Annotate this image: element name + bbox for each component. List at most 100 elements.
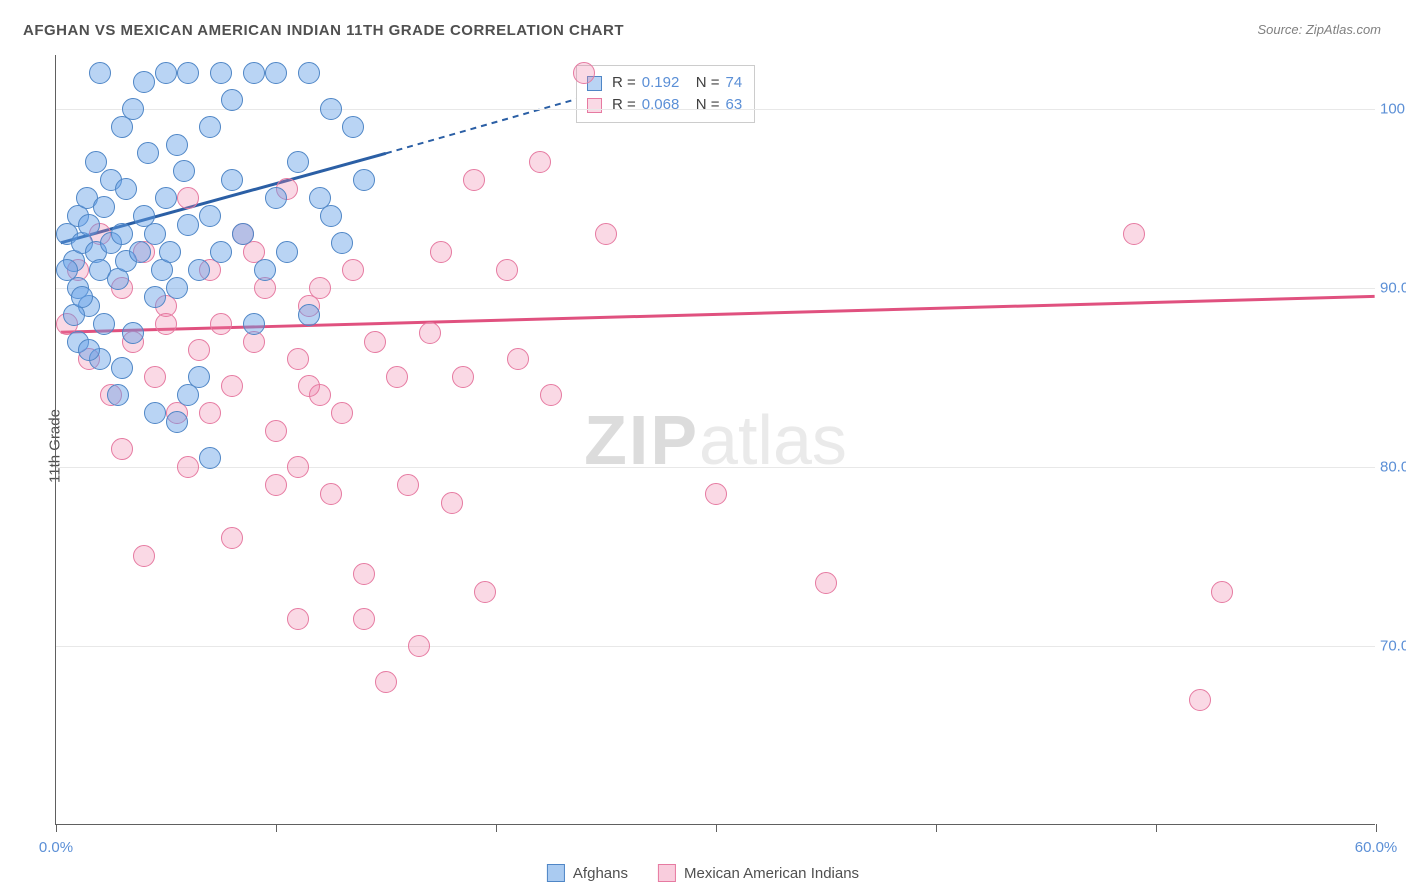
chart-title: AFGHAN VS MEXICAN AMERICAN INDIAN 11TH G… <box>23 22 624 39</box>
scatter-point-mexican <box>1189 689 1211 711</box>
scatter-point-afghan <box>155 187 177 209</box>
scatter-point-afghan <box>155 62 177 84</box>
scatter-point-afghan <box>177 214 199 236</box>
scatter-point-mexican <box>210 313 232 335</box>
x-tick <box>936 824 937 832</box>
stats-legend-row: R = 0.068 N = 63 <box>587 94 742 116</box>
scatter-point-afghan <box>71 286 93 308</box>
scatter-point-mexican <box>386 366 408 388</box>
scatter-point-afghan <box>122 98 144 120</box>
scatter-point-afghan <box>144 286 166 308</box>
y-tick-label: 100.0% <box>1380 100 1406 117</box>
scatter-point-afghan <box>232 223 254 245</box>
scatter-point-mexican <box>353 563 375 585</box>
scatter-point-afghan <box>177 62 199 84</box>
scatter-point-afghan <box>342 116 364 138</box>
scatter-point-afghan <box>243 62 265 84</box>
scatter-point-mexican <box>705 483 727 505</box>
scatter-point-afghan <box>199 205 221 227</box>
legend-swatch-icon <box>658 864 676 882</box>
scatter-point-afghan <box>221 169 243 191</box>
chart-container: AFGHAN VS MEXICAN AMERICAN INDIAN 11TH G… <box>0 0 1406 892</box>
bottom-legend: Afghans Mexican American Indians <box>547 864 859 882</box>
scatter-point-mexican <box>353 608 375 630</box>
scatter-point-mexican <box>265 474 287 496</box>
scatter-point-afghan <box>265 62 287 84</box>
scatter-point-mexican <box>155 313 177 335</box>
legend-label: Mexican American Indians <box>684 865 859 882</box>
scatter-point-afghan <box>85 151 107 173</box>
scatter-point-mexican <box>177 187 199 209</box>
scatter-point-afghan <box>166 134 188 156</box>
stats-legend-box: R = 0.192 N = 74 R = 0.068 N = 63 <box>576 65 755 123</box>
scatter-point-afghan <box>173 160 195 182</box>
plot-area: ZIPatlas R = 0.192 N = 74 R = 0.068 N = … <box>55 55 1375 825</box>
scatter-point-afghan <box>137 142 159 164</box>
scatter-point-mexican <box>188 339 210 361</box>
scatter-point-afghan <box>254 259 276 281</box>
x-tick <box>276 824 277 832</box>
scatter-point-mexican <box>298 375 320 397</box>
legend-label: Afghans <box>573 865 628 882</box>
scatter-point-afghan <box>298 62 320 84</box>
scatter-point-mexican <box>320 483 342 505</box>
r-label: R = <box>612 72 636 94</box>
scatter-point-afghan <box>188 259 210 281</box>
scatter-point-mexican <box>221 375 243 397</box>
legend-swatch-icon <box>547 864 565 882</box>
scatter-point-afghan <box>243 313 265 335</box>
scatter-point-afghan <box>78 339 100 361</box>
scatter-point-afghan <box>287 151 309 173</box>
scatter-point-mexican <box>265 420 287 442</box>
x-tick <box>496 824 497 832</box>
scatter-point-mexican <box>342 259 364 281</box>
scatter-point-mexican <box>474 581 496 603</box>
scatter-point-mexican <box>540 384 562 406</box>
source-label: Source: ZipAtlas.com <box>1257 22 1381 37</box>
r-value: 0.192 <box>642 72 690 94</box>
y-tick-label: 70.0% <box>1380 637 1406 654</box>
scatter-point-mexican <box>144 366 166 388</box>
scatter-point-mexican <box>452 366 474 388</box>
scatter-point-afghan <box>93 313 115 335</box>
r-label: R = <box>612 94 636 116</box>
scatter-point-afghan <box>166 411 188 433</box>
scatter-point-afghan <box>144 402 166 424</box>
scatter-point-afghan <box>166 277 188 299</box>
scatter-point-afghan <box>144 223 166 245</box>
scatter-point-afghan <box>133 71 155 93</box>
scatter-point-mexican <box>1211 581 1233 603</box>
scatter-point-mexican <box>199 402 221 424</box>
scatter-point-afghan <box>320 98 342 120</box>
scatter-point-mexican <box>529 151 551 173</box>
scatter-point-mexican <box>221 527 243 549</box>
scatter-point-mexican <box>573 62 595 84</box>
scatter-point-afghan <box>210 62 232 84</box>
n-label: N = <box>696 72 720 94</box>
scatter-point-afghan <box>199 447 221 469</box>
scatter-point-afghan <box>298 304 320 326</box>
scatter-point-afghan <box>177 384 199 406</box>
scatter-point-mexican <box>287 348 309 370</box>
scatter-point-afghan <box>331 232 353 254</box>
x-tick-label: 0.0% <box>39 839 73 856</box>
scatter-point-mexican <box>815 572 837 594</box>
r-value: 0.068 <box>642 94 690 116</box>
scatter-point-afghan <box>199 116 221 138</box>
scatter-point-afghan <box>320 205 342 227</box>
legend-swatch-icon <box>587 98 602 113</box>
scatter-point-afghan <box>159 241 181 263</box>
scatter-point-afghan <box>265 187 287 209</box>
scatter-point-mexican <box>408 635 430 657</box>
scatter-point-mexican <box>595 223 617 245</box>
trend-lines-svg <box>56 55 1375 824</box>
scatter-point-mexican <box>441 492 463 514</box>
scatter-point-mexican <box>177 456 199 478</box>
scatter-point-mexican <box>419 322 441 344</box>
scatter-point-mexican <box>397 474 419 496</box>
scatter-point-mexican <box>1123 223 1145 245</box>
bottom-legend-item: Mexican American Indians <box>658 864 859 882</box>
x-tick-label: 60.0% <box>1355 839 1398 856</box>
scatter-point-mexican <box>309 277 331 299</box>
scatter-point-mexican <box>331 402 353 424</box>
